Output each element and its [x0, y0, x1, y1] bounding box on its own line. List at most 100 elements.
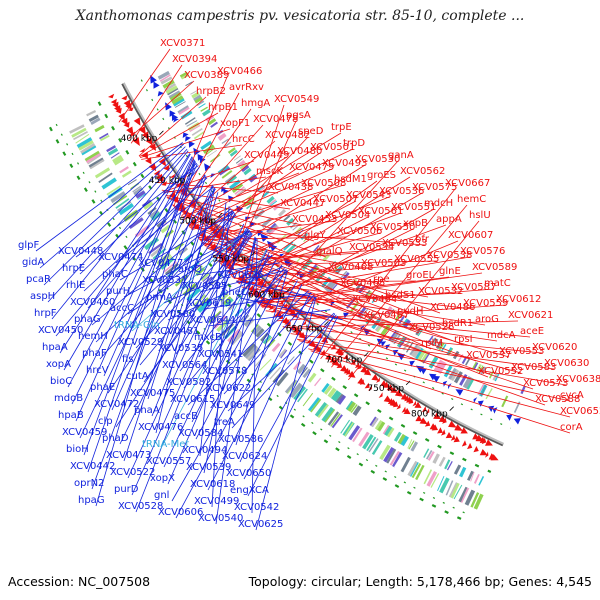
leader-line — [188, 132, 342, 227]
leader-line — [123, 230, 250, 298]
gene-label: XCV0522 — [110, 467, 155, 478]
kbp-label: 750 kbp — [367, 384, 404, 394]
gene-label: speD — [298, 126, 324, 137]
feature-block — [427, 451, 435, 461]
gene-label: XCV0536 — [379, 186, 424, 197]
gene-label: xopA — [46, 359, 71, 370]
reverse-gene-arrow — [204, 163, 211, 172]
leader-line — [171, 192, 219, 338]
gene-label: XCV0532 — [418, 286, 463, 297]
forward-gene-arrow — [360, 366, 368, 374]
feature-block — [314, 377, 322, 387]
feature-block — [462, 488, 472, 505]
feature-block — [371, 295, 378, 304]
feature-block — [488, 389, 496, 401]
feature-block — [89, 159, 105, 170]
feature-block — [410, 462, 419, 477]
leader-line — [235, 270, 288, 446]
feature-block — [426, 471, 438, 487]
gene-label: malQ — [316, 246, 343, 257]
feature-block — [118, 202, 134, 216]
feature-block — [202, 274, 211, 283]
gene-label: purH — [106, 286, 130, 297]
gene-label: XCV0479 — [289, 162, 334, 173]
gene-label: XCV0468 — [328, 262, 373, 273]
feature-block — [476, 363, 482, 373]
feature-block — [398, 337, 408, 348]
feature-block — [233, 155, 241, 161]
leader-line — [231, 275, 489, 378]
feature-block — [340, 419, 351, 434]
feature-block — [143, 201, 154, 210]
gene-label: XCV0561 — [358, 206, 403, 217]
leader-line — [195, 262, 280, 276]
leader-line — [247, 315, 339, 497]
gene-label: XCV0540 — [198, 513, 243, 524]
leader-line — [265, 310, 531, 338]
leader-line — [255, 297, 317, 531]
topology-text: Topology: circular; Length: 5,178,466 bp… — [248, 574, 592, 589]
gene-label: XCV0530 — [355, 154, 400, 165]
leader-line — [119, 211, 234, 445]
gene-label: prmA — [146, 292, 173, 303]
leader-line — [229, 104, 285, 275]
feature-block — [439, 477, 450, 494]
gene-label: XCV0531 — [142, 275, 187, 286]
forward-gene-arrow — [359, 379, 364, 385]
gene-label: tRNA-Gln — [114, 320, 160, 331]
gene-label: XCV0508 — [301, 178, 346, 189]
gene-label: XCV0529 — [118, 337, 163, 348]
leader-line — [156, 181, 279, 194]
leader-line — [310, 350, 571, 434]
forward-gene-arrow — [316, 332, 323, 339]
forward-gene-arrow — [368, 385, 372, 391]
leader-line — [276, 304, 507, 322]
feature-block — [446, 461, 453, 471]
forward-gene-arrow — [121, 95, 128, 101]
feature-block — [99, 134, 110, 142]
forward-gene-arrow — [141, 151, 148, 159]
reverse-gene-arrow — [381, 341, 387, 347]
gene-label: purD — [114, 484, 139, 495]
feature-block — [473, 362, 479, 371]
reverse-gene-arrow — [188, 140, 195, 148]
leader-line — [183, 140, 276, 221]
feature-block — [337, 394, 347, 405]
gene-label: XCV0582 — [166, 377, 211, 388]
feature-block — [243, 167, 252, 176]
gene-label: rpsI — [454, 334, 473, 345]
feature-block — [191, 127, 203, 136]
feature-block — [160, 224, 171, 234]
feature-block — [242, 343, 256, 357]
feature-block — [271, 342, 281, 353]
feature-block — [119, 166, 129, 174]
accession-text: Accession: NC_007508 — [8, 574, 151, 589]
gene-label: XCV0394 — [172, 54, 217, 65]
gene-label: XCV0630 — [544, 358, 589, 369]
feature-block — [306, 238, 315, 247]
feature-block — [459, 373, 468, 386]
tick-dashes — [49, 79, 511, 524]
leader-line — [182, 156, 288, 219]
feature-block — [184, 117, 196, 125]
feature-block — [415, 464, 425, 481]
leader-line — [215, 164, 366, 260]
gene-label: XCV0644 — [190, 315, 235, 326]
forward-gene-arrow — [394, 389, 404, 397]
leader-line — [130, 64, 183, 144]
feature-block — [101, 177, 117, 190]
leader-line — [188, 148, 354, 227]
forward-gene-arrow — [155, 152, 162, 157]
feature-block — [240, 314, 250, 324]
feature-block — [475, 474, 482, 485]
gene-label: groES — [367, 170, 396, 181]
feature-block — [165, 85, 178, 95]
leader-line — [290, 333, 555, 370]
gene-label: mdcA — [487, 330, 516, 341]
feature-block — [501, 395, 509, 408]
forward-gene-arrow — [127, 107, 134, 112]
forward-gene-arrow — [425, 408, 430, 415]
feature-block — [515, 383, 522, 393]
forward-gene-arrow — [321, 336, 329, 344]
gene-label: XCV0477 — [138, 258, 183, 269]
